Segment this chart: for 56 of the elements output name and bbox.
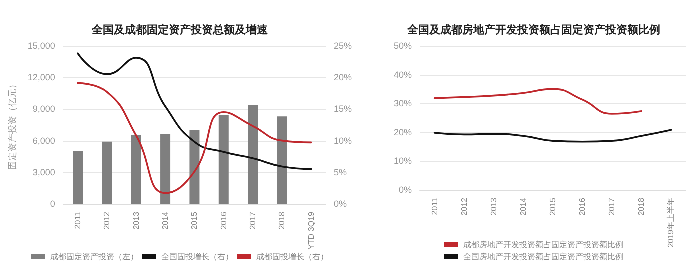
x-tick-label: 2011 — [430, 197, 440, 216]
x-tick-label: 2015 — [548, 197, 558, 216]
x-tick-label: 2013 — [489, 197, 498, 216]
x-tick-label: 2017 — [248, 211, 258, 230]
y2-tick-label: 0% — [334, 199, 348, 209]
x-tick-label: 2012 — [460, 197, 469, 216]
bar — [160, 134, 171, 204]
y2-tick-label: 15% — [334, 104, 352, 114]
y-tick-label: 0 — [50, 199, 56, 209]
y-tick-label: 15,000 — [28, 41, 56, 51]
y-tick-label: 3,000 — [32, 167, 56, 178]
chart-title: 全国及成都房地产开发投资额占固定资产投资额比例 — [406, 24, 660, 36]
bar — [73, 151, 84, 204]
legend-label: 全国房地产开发投资额占固定资产投资额比例 — [464, 252, 624, 262]
bar — [131, 136, 142, 204]
y2-tick-label: 20% — [334, 72, 352, 83]
y-axis-title: 固定资产投资（亿元） — [8, 80, 18, 170]
x-tick-label: 2014 — [161, 211, 170, 230]
y-tick-label: 40% — [394, 70, 412, 80]
legend-label: 成都固投增长（右） — [256, 252, 328, 262]
x-tick-label: 2012 — [102, 211, 112, 230]
legend-label: 成都固定资产投资（左） — [50, 252, 138, 262]
x-tick-label: 2015 — [190, 211, 200, 230]
legend-label: 全国固投增长（右） — [162, 252, 234, 262]
x-tick-label: 2018 — [278, 211, 287, 230]
line-series — [77, 52, 312, 170]
bar — [218, 116, 229, 204]
x-tick-label: 2013 — [132, 211, 141, 230]
legend-label: 成都房地产开发投资额占固定资产投资额比例 — [464, 240, 624, 250]
y-tick-label: 10% — [394, 156, 412, 166]
x-tick-label: 2011 — [74, 211, 83, 230]
line-series — [77, 82, 312, 194]
y2-tick-label: 25% — [334, 41, 352, 51]
y2-tick-label: 10% — [334, 136, 352, 146]
y-tick-label: 20% — [394, 127, 412, 138]
y-tick-label: 9,000 — [32, 104, 56, 114]
y-tick-label: 6,000 — [32, 136, 56, 146]
y-tick-label: 50% — [394, 41, 412, 51]
chart-title: 全国及成都固定资产投资总额及增速 — [91, 24, 269, 36]
bar — [277, 116, 288, 204]
x-tick-label: 2014 — [518, 197, 528, 216]
x-tick-label: 2017 — [608, 197, 617, 216]
line-series — [434, 88, 643, 115]
bar — [248, 104, 258, 204]
x-tick-label: 2018 — [637, 197, 646, 216]
y-tick-label: 30% — [394, 98, 412, 109]
x-tick-label: YTD 3Q19 — [306, 211, 316, 250]
x-tick-label: 2016 — [219, 211, 228, 230]
line-series — [434, 129, 672, 143]
bar — [190, 130, 200, 204]
x-tick-label: 2016 — [578, 197, 588, 216]
y2-tick-label: 5% — [334, 167, 348, 178]
y-tick-label: 0% — [398, 185, 412, 195]
y-tick-label: 12,000 — [28, 72, 56, 83]
x-tick-label: 2019年上半年 — [666, 198, 676, 248]
bar — [102, 142, 112, 204]
